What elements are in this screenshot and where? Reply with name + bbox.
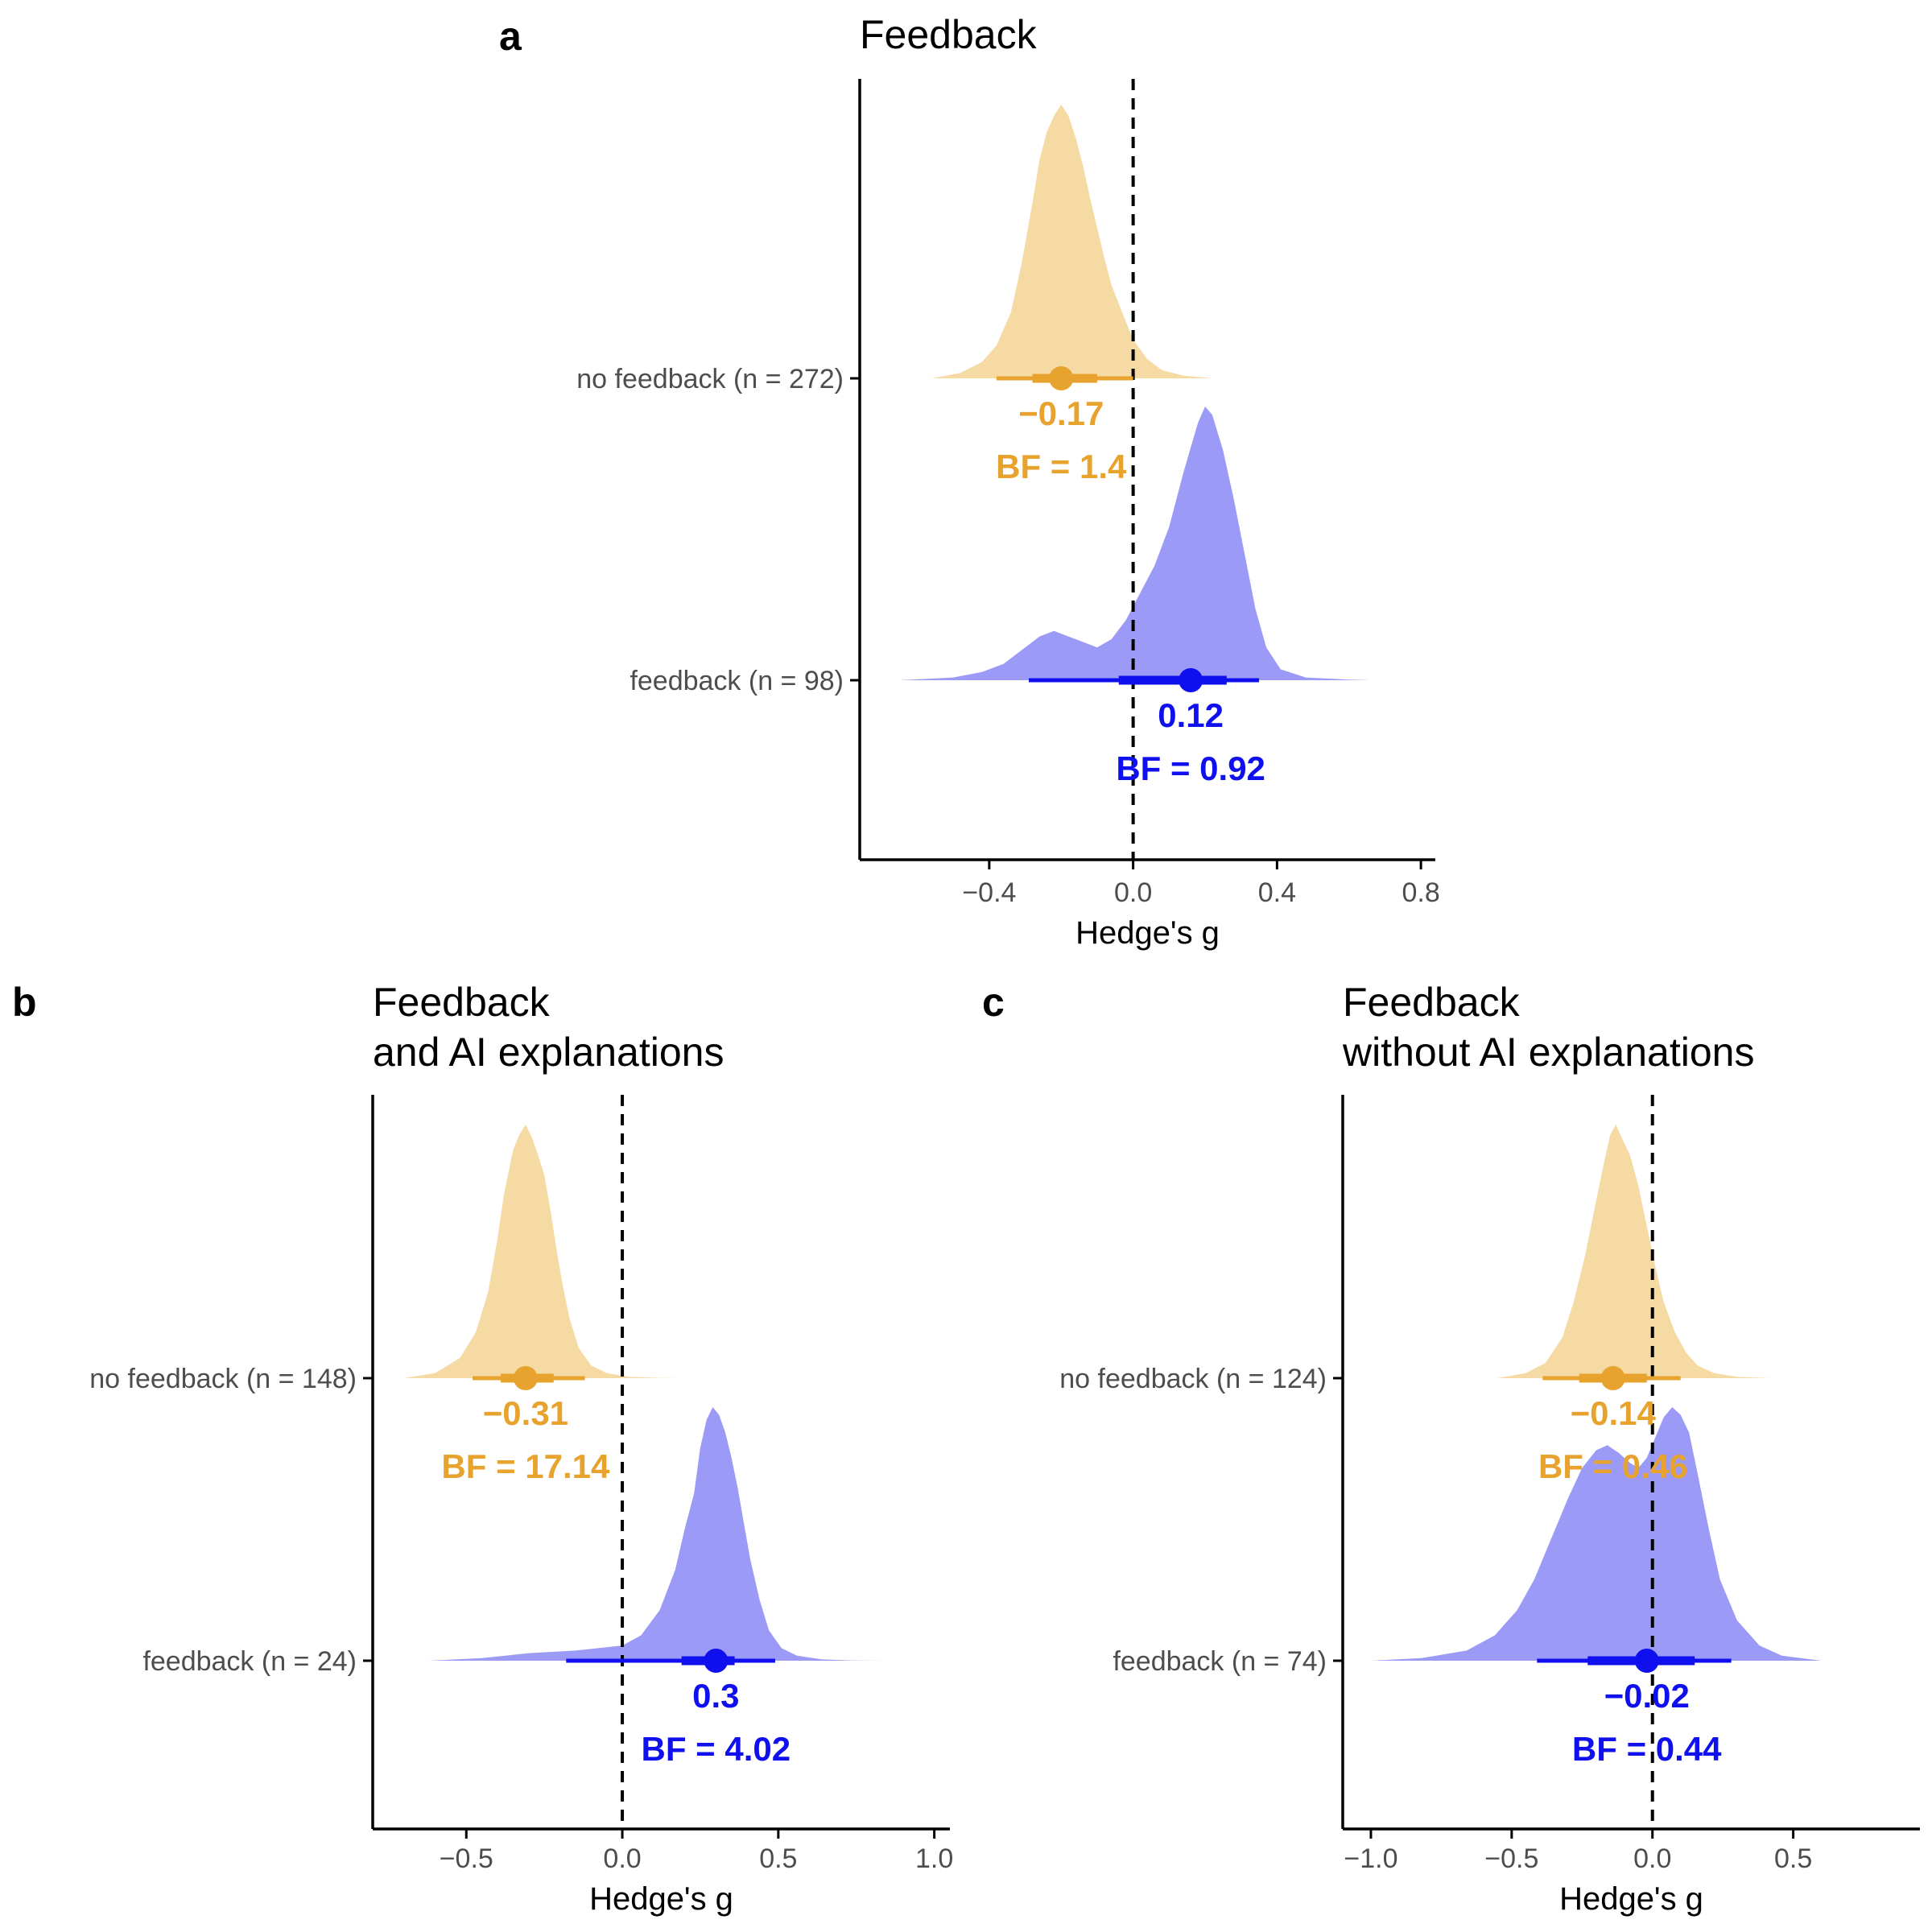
y-category-label: no feedback (n = 272) [576,364,844,394]
panel-title-line: and AI explanations [373,1030,724,1075]
estimate-label-feedback: 0.3 [692,1677,739,1715]
y-category-label: feedback (n = 74) [1113,1646,1327,1677]
point-estimate-no_feedback [513,1366,538,1390]
point-estimate-no_feedback [1049,366,1074,390]
point-estimate-feedback [1179,668,1203,692]
density-feedback [1371,1407,1822,1661]
bayes-factor-label-no_feedback: BF = 1.4 [996,448,1127,485]
x-axis-title: Hedge's g [1075,915,1220,951]
x-tick-label: −0.4 [962,877,1016,908]
y-category-label: feedback (n = 24) [142,1646,357,1677]
x-tick-label: 1.0 [915,1843,953,1874]
y-category-label: feedback (n = 98) [630,666,844,696]
density-no_feedback [403,1125,685,1378]
bayes-factor-label-no_feedback: BF = 0.46 [1538,1447,1688,1485]
bayes-factor-label-no_feedback: BF = 17.14 [441,1447,610,1485]
x-tick-label: −1.0 [1344,1843,1397,1874]
panel-letter: b [12,980,37,1025]
panel-title-line: Feedback [860,12,1038,57]
x-tick-label: 0.0 [603,1843,641,1874]
bayes-factor-label-feedback: BF = 0.92 [1116,749,1265,787]
estimate-label-no_feedback: −0.14 [1571,1394,1657,1432]
x-axis-title: Hedge's g [589,1881,733,1917]
x-tick-label: 0.5 [1774,1843,1812,1874]
panel-title-line: Feedback [1343,980,1521,1025]
bayes-factor-label-feedback: BF = 0.44 [1572,1730,1722,1768]
point-estimate-no_feedback [1600,1366,1625,1390]
x-axis-title: Hedge's g [1559,1881,1703,1917]
density-no_feedback [931,105,1212,378]
y-category-label: no feedback (n = 124) [1059,1364,1327,1394]
x-tick-label: 0.5 [759,1843,797,1874]
x-tick-label: 0.0 [1114,877,1152,908]
x-tick-label: 0.8 [1402,877,1439,908]
y-category-label: no feedback (n = 148) [89,1364,357,1394]
bayes-factor-label-feedback: BF = 4.02 [642,1730,791,1768]
density-no_feedback [1497,1125,1771,1378]
x-tick-label: 0.0 [1633,1843,1671,1874]
density-feedback [899,407,1371,680]
x-tick-label: −0.5 [1484,1843,1538,1874]
density-feedback [428,1407,888,1661]
panel-b: b Feedback and AI explanations −0.5 0.0 0.5 1.… [12,980,953,1917]
point-estimate-feedback [704,1649,729,1673]
estimate-label-no_feedback: −0.31 [483,1394,568,1432]
panel-c: c Feedback without AI explanations −1.0 −0.5… [982,980,1920,1917]
estimate-label-no_feedback: −0.17 [1018,394,1104,432]
x-tick-label: 0.4 [1258,877,1296,908]
estimate-label-feedback: 0.12 [1158,696,1224,734]
x-tick-label: −0.5 [440,1843,493,1874]
panel-title-line: without AI explanations [1342,1030,1754,1075]
panel-letter: c [982,980,1005,1025]
panel-title-line: Feedback [373,980,551,1025]
panel-letter: a [499,14,522,59]
panel-a: a Feedback −0.4 0.0 0.4 0.8 Hedge's g no feedba… [499,12,1440,951]
point-estimate-feedback [1634,1649,1659,1673]
estimate-label-feedback: −0.02 [1604,1677,1690,1715]
